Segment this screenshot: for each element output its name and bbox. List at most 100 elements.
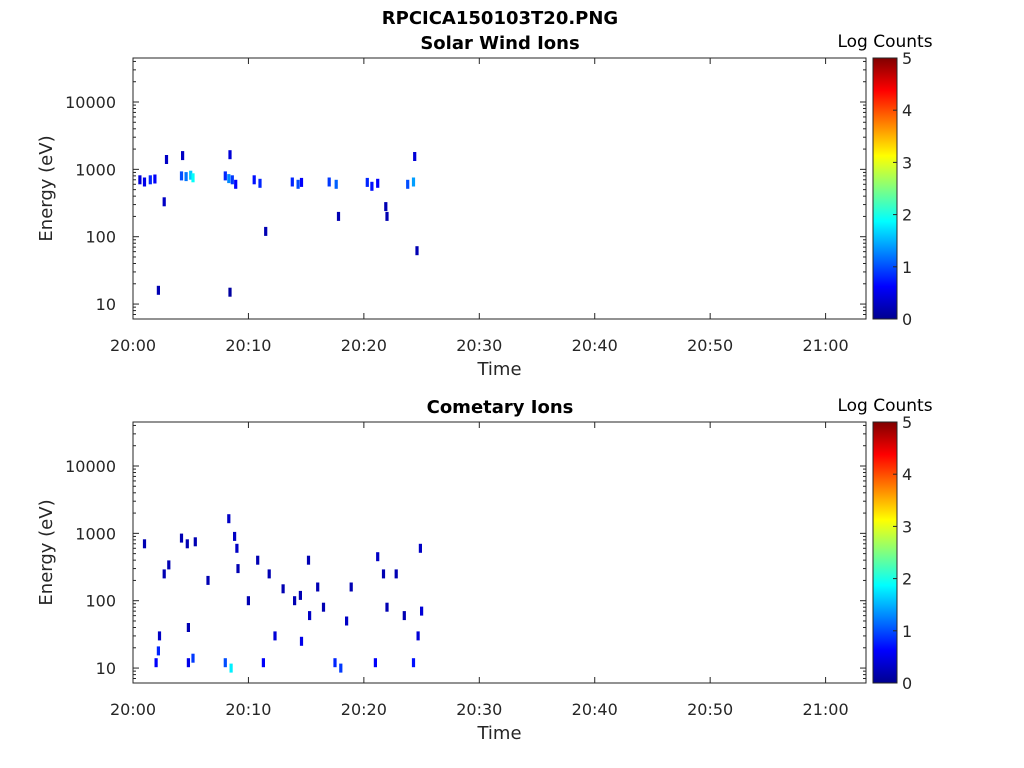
data-cell: [223, 171, 227, 181]
data-cell: [206, 575, 210, 585]
y-axis-label: Energy (eV): [36, 135, 57, 241]
data-cell: [184, 172, 188, 182]
colorbar-tick-label: 5: [902, 49, 912, 68]
data-cell: [370, 181, 374, 191]
data-cell: [142, 539, 147, 549]
colorbar-tick-label: 4: [902, 465, 912, 484]
x-tick-label: 21:00: [803, 336, 849, 355]
data-cell: [230, 175, 234, 185]
x-tick-label: 21:00: [803, 700, 849, 719]
data-cell: [420, 606, 424, 616]
colorbar-tick-label: 3: [902, 517, 912, 536]
data-cell: [181, 151, 185, 161]
data-cell: [413, 152, 417, 161]
data-cell: [228, 287, 232, 297]
colorbar-tick-label: 5: [902, 413, 912, 432]
data-cell: [394, 569, 398, 579]
data-cell: [296, 179, 300, 189]
data-cell: [261, 658, 265, 668]
x-tick-label: 20:10: [225, 336, 271, 355]
colorbar-tick-label: 0: [902, 674, 912, 693]
x-tick-label: 20:30: [456, 700, 502, 719]
data-cell: [402, 611, 406, 621]
data-cell: [411, 658, 416, 668]
data-cell: [308, 611, 312, 621]
x-tick-label: 20:10: [225, 700, 271, 719]
data-cell: [349, 582, 353, 592]
data-cell: [299, 636, 304, 646]
data-cell: [264, 226, 268, 236]
y-tick-label: 10000: [65, 457, 116, 476]
data-cell: [186, 658, 190, 668]
data-cell: [193, 537, 197, 547]
data-cell: [179, 533, 184, 543]
colorbar-tick-label: 1: [902, 622, 912, 641]
data-cell: [418, 543, 422, 553]
colorbar-tick-label: 1: [902, 258, 912, 277]
data-cell: [167, 560, 171, 570]
data-cell: [229, 663, 233, 673]
data-cell: [234, 179, 238, 189]
colorbar: [872, 57, 898, 320]
panel-title: Cometary Ions: [427, 397, 574, 418]
data-cell: [384, 202, 388, 212]
data-cell: [185, 539, 189, 549]
figure-title: RPCICA150103T20.PNG: [382, 8, 618, 29]
x-axis-label: Time: [476, 723, 521, 744]
data-cell: [162, 197, 166, 207]
data-cell: [406, 179, 410, 189]
data-cell: [157, 631, 162, 641]
data-cell: [236, 564, 240, 574]
data-cell: [156, 646, 160, 656]
data-cell: [162, 569, 166, 579]
y-axis-label: Energy (eV): [36, 499, 57, 605]
data-cell: [336, 211, 341, 221]
data-cell: [138, 175, 142, 185]
colorbar: [872, 421, 898, 684]
data-cell: [156, 285, 160, 295]
data-cell: [416, 631, 420, 641]
x-tick-label: 20:20: [341, 700, 387, 719]
data-cell: [365, 177, 369, 187]
plot-area: [132, 421, 867, 684]
y-tick-label: 10000: [65, 93, 116, 112]
data-cell: [223, 658, 227, 668]
x-tick-label: 20:40: [572, 700, 618, 719]
colorbar-tick-label: 3: [902, 153, 912, 172]
data-cell: [306, 555, 311, 565]
y-tick-label: 1000: [75, 524, 116, 543]
data-cell: [191, 653, 195, 663]
data-cell: [290, 177, 294, 187]
y-tick-label: 1000: [75, 160, 116, 179]
data-cell: [153, 174, 157, 184]
x-axis-label: Time: [476, 359, 521, 380]
data-cell: [334, 179, 338, 189]
y-tick-label: 10: [96, 295, 116, 314]
data-cell: [316, 582, 320, 592]
data-cell: [227, 174, 231, 184]
data-cell: [154, 658, 158, 668]
data-cell: [273, 631, 277, 641]
data-cell: [373, 658, 377, 668]
x-tick-label: 20:20: [341, 336, 387, 355]
data-cell: [142, 177, 147, 187]
data-cell: [148, 175, 152, 185]
y-tick-label: 10: [96, 659, 116, 678]
x-tick-label: 20:50: [687, 700, 733, 719]
data-cell: [345, 616, 349, 626]
colorbar-tick-label: 4: [902, 101, 912, 120]
data-cell: [164, 155, 169, 164]
data-cell: [267, 569, 271, 579]
data-cell: [298, 590, 302, 600]
data-cell: [411, 177, 416, 187]
x-tick-label: 20:00: [110, 700, 156, 719]
data-cell: [293, 596, 297, 606]
x-tick-label: 20:00: [110, 336, 156, 355]
data-cell: [228, 150, 232, 160]
colorbar-tick-label: 2: [902, 206, 912, 225]
data-cell: [339, 663, 343, 673]
data-cell: [186, 623, 190, 632]
data-cell: [281, 584, 285, 594]
data-cell: [385, 602, 389, 612]
